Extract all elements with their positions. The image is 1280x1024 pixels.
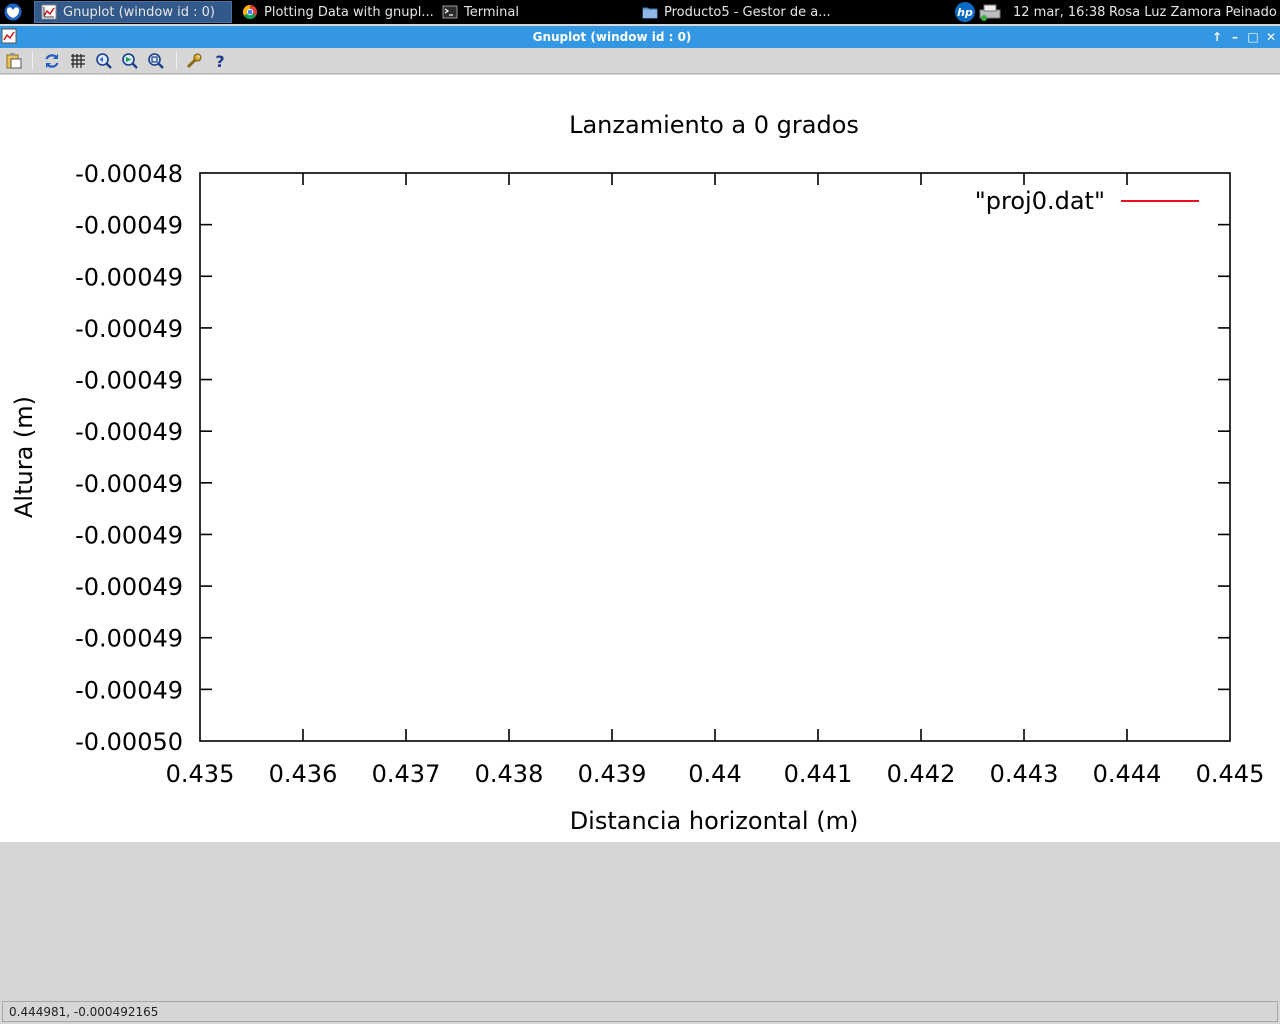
y-axis: -0.00048 -0.00049 -0.00049 -0.00049 -0.00049…: [75, 160, 1230, 756]
status-bar: 0.444981, -0.000492165: [2, 1001, 1278, 1022]
y-tick-label: -0.00050: [75, 728, 183, 756]
x-tick-label: 0.436: [269, 760, 338, 788]
clock[interactable]: 12 mar, 16:38: [1013, 4, 1106, 20]
x-tick-label: 0.443: [990, 760, 1059, 788]
gnuplot-window-icon[interactable]: [1, 28, 17, 44]
x-axis-label: Distancia horizontal (m): [570, 807, 859, 835]
x-tick-label: 0.44: [688, 760, 741, 788]
x-tick-label: 0.441: [784, 760, 853, 788]
autoscale-icon[interactable]: [147, 52, 165, 70]
task-label: Terminal: [464, 4, 519, 20]
gnuplot-icon: [41, 4, 57, 20]
close-button[interactable]: ✕: [1265, 30, 1277, 44]
zoom-previous-icon[interactable]: [95, 52, 113, 70]
config-icon[interactable]: [185, 52, 203, 70]
terminal-icon: [442, 5, 458, 19]
x-axis: 0.435 0.436 0.437 0.438 0.439 0.44 0.441 0.442 0…: [166, 173, 1265, 788]
plot-canvas[interactable]: Lanzamiento a 0 grados 0.435 0.436 0.437 0.…: [0, 75, 1280, 842]
printer-icon[interactable]: [978, 0, 1004, 24]
minimize-button[interactable]: –: [1232, 30, 1238, 44]
y-tick-label: -0.00049: [75, 470, 183, 498]
x-tick-label: 0.442: [887, 760, 956, 788]
copy-clipboard-icon[interactable]: [5, 52, 23, 70]
keep-above-button[interactable]: ↑: [1211, 30, 1223, 44]
y-tick-label: -0.00049: [75, 263, 183, 291]
task-terminal[interactable]: Terminal: [436, 1, 634, 23]
grid-icon[interactable]: [69, 52, 87, 70]
y-tick-label: -0.00049: [75, 573, 183, 601]
task-label: Gnuplot (window id : 0): [63, 4, 215, 20]
task-gnuplot[interactable]: Gnuplot (window id : 0): [34, 1, 232, 23]
toolbar: ?: [0, 48, 1280, 74]
task-label: Producto5 - Gestor de a...: [664, 4, 831, 20]
cursor-coordinates: 0.444981, -0.000492165: [9, 1005, 159, 1019]
y-tick-label: -0.00049: [75, 315, 183, 343]
user-name[interactable]: Rosa Luz Zamora Peinado: [1109, 4, 1277, 20]
x-tick-label: 0.439: [578, 760, 647, 788]
svg-text:?: ?: [215, 52, 224, 70]
legend: "proj0.dat": [975, 187, 1199, 215]
x-tick-label: 0.444: [1093, 760, 1162, 788]
y-tick-label: -0.00049: [75, 521, 183, 549]
replot-icon[interactable]: [43, 52, 61, 70]
y-tick-label: -0.00048: [75, 160, 183, 188]
svg-text:hp: hp: [957, 6, 973, 19]
toolbar-separator: [32, 52, 33, 70]
toolbar-separator: [176, 52, 177, 70]
help-icon[interactable]: ?: [211, 52, 229, 70]
task-file-manager[interactable]: Producto5 - Gestor de a...: [636, 1, 836, 23]
y-tick-label: -0.00049: [75, 212, 183, 240]
window-title: Gnuplot (window id : 0): [532, 30, 692, 44]
maximize-button[interactable]: □: [1247, 30, 1259, 44]
chrome-icon: [242, 4, 257, 20]
window-titlebar[interactable]: Gnuplot (window id : 0) ↑ – □ ✕: [0, 26, 1280, 48]
plot-border: [199, 172, 1231, 742]
x-tick-label: 0.435: [166, 760, 235, 788]
legend-entry-label: "proj0.dat": [975, 187, 1105, 215]
taskbar: Gnuplot (window id : 0) Plotting Data wi…: [0, 0, 1280, 24]
chart[interactable]: Lanzamiento a 0 grados 0.435 0.436 0.437 0.…: [0, 75, 1280, 842]
x-tick-label: 0.438: [475, 760, 544, 788]
y-tick-label: -0.00049: [75, 625, 183, 653]
y-axis-label: Altura (m): [10, 396, 38, 518]
task-label: Plotting Data with gnupl...: [264, 4, 434, 20]
y-tick-label: -0.00049: [75, 367, 183, 395]
task-chrome[interactable]: Plotting Data with gnupl...: [236, 1, 434, 23]
x-tick-label: 0.437: [372, 760, 441, 788]
y-tick-label: -0.00049: [75, 418, 183, 446]
start-menu-icon[interactable]: [2, 2, 24, 22]
folder-icon: [642, 7, 658, 19]
hp-icon[interactable]: hp: [954, 0, 978, 24]
y-tick-label: -0.00049: [75, 676, 183, 704]
x-tick-label: 0.445: [1196, 760, 1265, 788]
chart-title: Lanzamiento a 0 grados: [569, 111, 859, 139]
zoom-next-icon[interactable]: [121, 52, 139, 70]
